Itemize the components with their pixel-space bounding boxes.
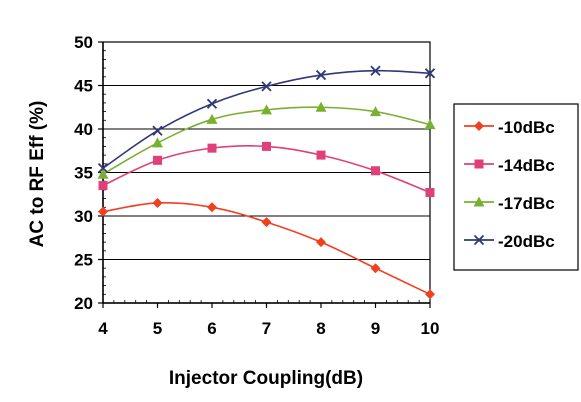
- legend-label: -20dBc: [498, 232, 555, 251]
- y-tick-label: 40: [74, 120, 93, 139]
- legend-label: -10dBc: [498, 118, 555, 137]
- legend-label: -14dBc: [498, 156, 555, 175]
- x-tick-label: 8: [316, 319, 325, 338]
- data-point: [97, 163, 109, 174]
- data-point: [315, 69, 327, 81]
- data-point: [152, 137, 163, 148]
- data-point: [152, 197, 163, 208]
- legend-marker: [473, 234, 485, 246]
- y-tick-label: 45: [74, 77, 93, 96]
- y-tick-labels: 20 25 30 35 40 45 50: [74, 33, 93, 313]
- data-point: [261, 217, 272, 228]
- legend-box: [453, 103, 579, 271]
- data-point: [261, 81, 272, 92]
- data-point: [153, 155, 162, 165]
- x-tick-label: 5: [153, 319, 162, 338]
- data-point: [316, 237, 326, 248]
- data-point: [425, 289, 435, 300]
- series-17dbc: [97, 101, 436, 179]
- legend-item: -10dBc: [464, 118, 555, 137]
- x-tick-label: 7: [262, 319, 271, 338]
- data-point: [207, 202, 217, 213]
- data-point: [207, 143, 217, 153]
- legend-item: -14dBc: [464, 156, 555, 175]
- y-tick-label: 20: [74, 294, 93, 313]
- data-point: [316, 150, 326, 160]
- data-point: [315, 101, 327, 112]
- x-axis-label: Injector Coupling(dB): [169, 368, 363, 389]
- x-tick-label: 10: [421, 319, 440, 338]
- data-point: [97, 168, 109, 179]
- series-10dbc: [98, 197, 435, 300]
- x-tick-label: 4: [98, 319, 108, 338]
- series-20dbc: [97, 65, 436, 174]
- data-point: [424, 68, 436, 79]
- legend-item: -17dBc: [464, 194, 555, 213]
- data-point: [370, 106, 381, 117]
- x-tick-label: 6: [207, 319, 216, 338]
- y-tick-label: 50: [74, 33, 93, 52]
- x-tick-label: 9: [371, 319, 380, 338]
- series-lines: [97, 65, 436, 300]
- y-tick-label: 30: [74, 207, 93, 226]
- data-point: [261, 104, 272, 115]
- data-point: [262, 141, 271, 151]
- data-point: [370, 263, 381, 274]
- data-point: [206, 113, 218, 124]
- data-point: [98, 181, 108, 191]
- y-tick-label: 25: [74, 251, 93, 270]
- legend: -10dBc -14dBc -17dBc -20dBc: [453, 103, 579, 271]
- x-tick-labels: 4 5 6 7 8 9 10: [98, 319, 439, 338]
- legend-label: -17dBc: [498, 194, 555, 213]
- data-point: [152, 125, 163, 136]
- data-point: [425, 188, 435, 198]
- y-axis-label: AC to RF Eff (%): [27, 101, 48, 248]
- legend-marker: [474, 159, 484, 169]
- data-point: [371, 166, 380, 176]
- legend-marker: [473, 196, 485, 207]
- data-point: [370, 65, 381, 76]
- data-point: [98, 206, 108, 217]
- legend-marker: [474, 121, 484, 131]
- data-point: [424, 119, 436, 130]
- series-14dbc: [98, 141, 435, 198]
- data-point: [206, 98, 218, 109]
- legend-item: -20dBc: [464, 232, 555, 251]
- y-tick-label: 35: [74, 164, 93, 183]
